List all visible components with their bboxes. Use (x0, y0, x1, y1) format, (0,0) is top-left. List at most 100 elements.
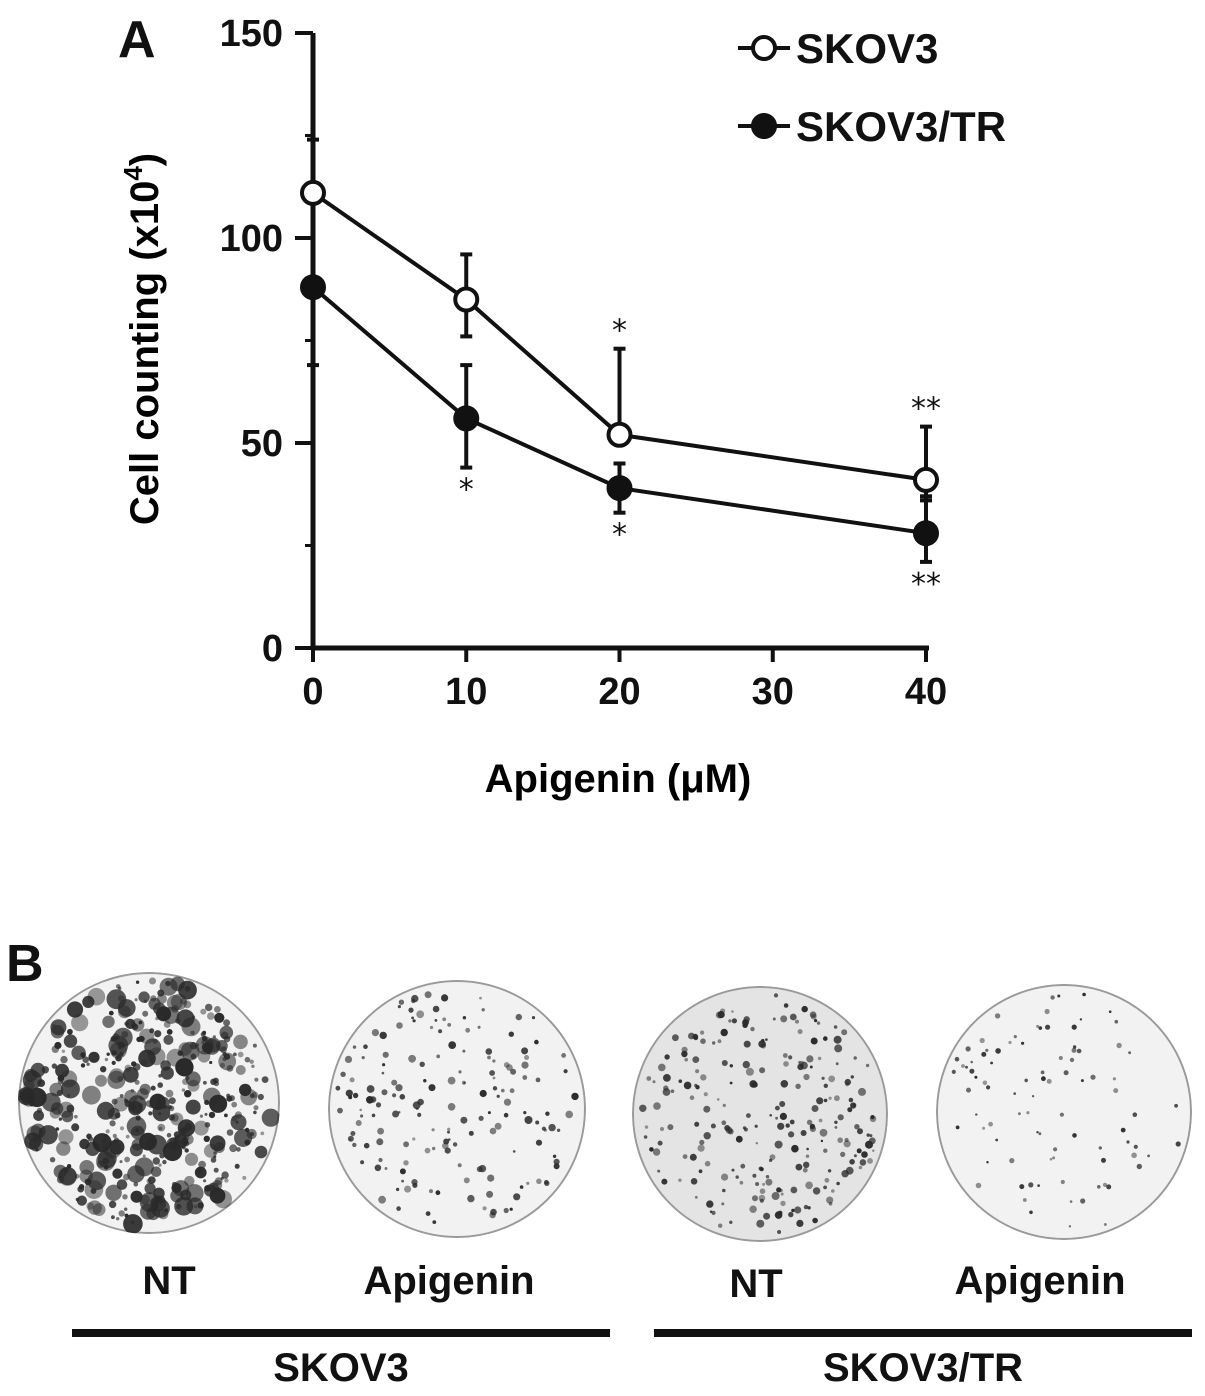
colony (496, 1094, 500, 1098)
colony (643, 1135, 648, 1139)
colony (399, 1168, 406, 1175)
colony (1024, 1078, 1028, 1083)
colony (975, 1182, 982, 1189)
colony (170, 1114, 179, 1122)
colony (809, 1065, 813, 1069)
colony (509, 1207, 513, 1211)
colony (789, 1013, 797, 1021)
colony (163, 1034, 174, 1045)
colony (718, 1223, 723, 1228)
colony (486, 1190, 494, 1198)
colony (67, 1094, 71, 1098)
colony (118, 1005, 131, 1019)
colony (181, 1145, 186, 1150)
colony (1049, 1157, 1053, 1161)
colony (154, 1030, 162, 1038)
colony (1147, 1154, 1150, 1158)
data-point (606, 421, 633, 448)
colony (755, 1182, 760, 1186)
y-tick-label: 150 (220, 13, 283, 55)
colony (524, 1116, 533, 1124)
colony (755, 1142, 758, 1145)
colony (779, 1112, 787, 1120)
y-tick-label: 100 (220, 218, 283, 260)
colony (693, 1035, 699, 1041)
colony (144, 1182, 156, 1195)
colony (102, 1138, 106, 1143)
colony (417, 1098, 424, 1106)
colony (335, 1085, 341, 1091)
colony (758, 1040, 766, 1048)
colony (1028, 1182, 1034, 1188)
colony (162, 1159, 167, 1165)
colony (695, 1069, 700, 1074)
colony (858, 1165, 863, 1170)
colony (859, 1159, 867, 1166)
colony (254, 1077, 259, 1082)
colony (411, 994, 419, 1003)
colony (179, 1127, 186, 1134)
colony (113, 1027, 133, 1047)
colony (1174, 1103, 1178, 1108)
colony (1022, 1198, 1027, 1202)
colony (261, 1108, 280, 1127)
colony (995, 1138, 999, 1142)
colony (124, 1213, 129, 1218)
colony (434, 1019, 438, 1022)
colony (363, 1044, 368, 1049)
colony (192, 1015, 196, 1019)
colony (492, 1059, 496, 1063)
colony (51, 1063, 58, 1069)
colony (478, 1115, 484, 1121)
colony (203, 1179, 207, 1183)
colony (234, 1163, 240, 1169)
colony (1082, 992, 1086, 997)
colony (966, 1087, 971, 1093)
colony (465, 1027, 471, 1033)
colony (545, 1111, 550, 1116)
colony (743, 1040, 751, 1048)
colony (476, 1166, 483, 1173)
colony (107, 1070, 126, 1089)
colony (657, 1140, 663, 1146)
colony (563, 1069, 568, 1074)
colony (1072, 1045, 1077, 1049)
colony (195, 1043, 200, 1047)
colony (184, 985, 191, 992)
colony (193, 1204, 198, 1209)
colony (158, 1163, 162, 1167)
colony (447, 1130, 450, 1134)
colony (184, 1152, 199, 1166)
colony (172, 1180, 190, 1197)
colony (965, 1046, 971, 1052)
colony (87, 987, 106, 1006)
colony (779, 1188, 783, 1193)
data-point (453, 286, 480, 313)
colony (817, 1056, 822, 1061)
colony (986, 1085, 991, 1090)
colony (844, 1078, 851, 1086)
colony (791, 1144, 799, 1153)
colony (106, 989, 127, 1010)
colony (424, 1147, 431, 1154)
colony (205, 1037, 221, 1053)
colony (780, 1192, 784, 1196)
colony (683, 1081, 692, 1090)
colony (712, 1041, 716, 1045)
series-line (311, 285, 927, 536)
colony (544, 1179, 549, 1185)
colony (823, 1036, 828, 1041)
colony (411, 1016, 414, 1020)
colony (765, 1175, 770, 1179)
colony (794, 1206, 802, 1214)
colony (54, 1041, 62, 1050)
colony (503, 1098, 512, 1106)
colony (844, 1137, 849, 1143)
colony (235, 1065, 246, 1075)
colony (237, 1051, 244, 1058)
colony (71, 1045, 86, 1060)
colony (865, 1063, 870, 1068)
colony (698, 1169, 703, 1174)
colony (481, 1008, 485, 1012)
